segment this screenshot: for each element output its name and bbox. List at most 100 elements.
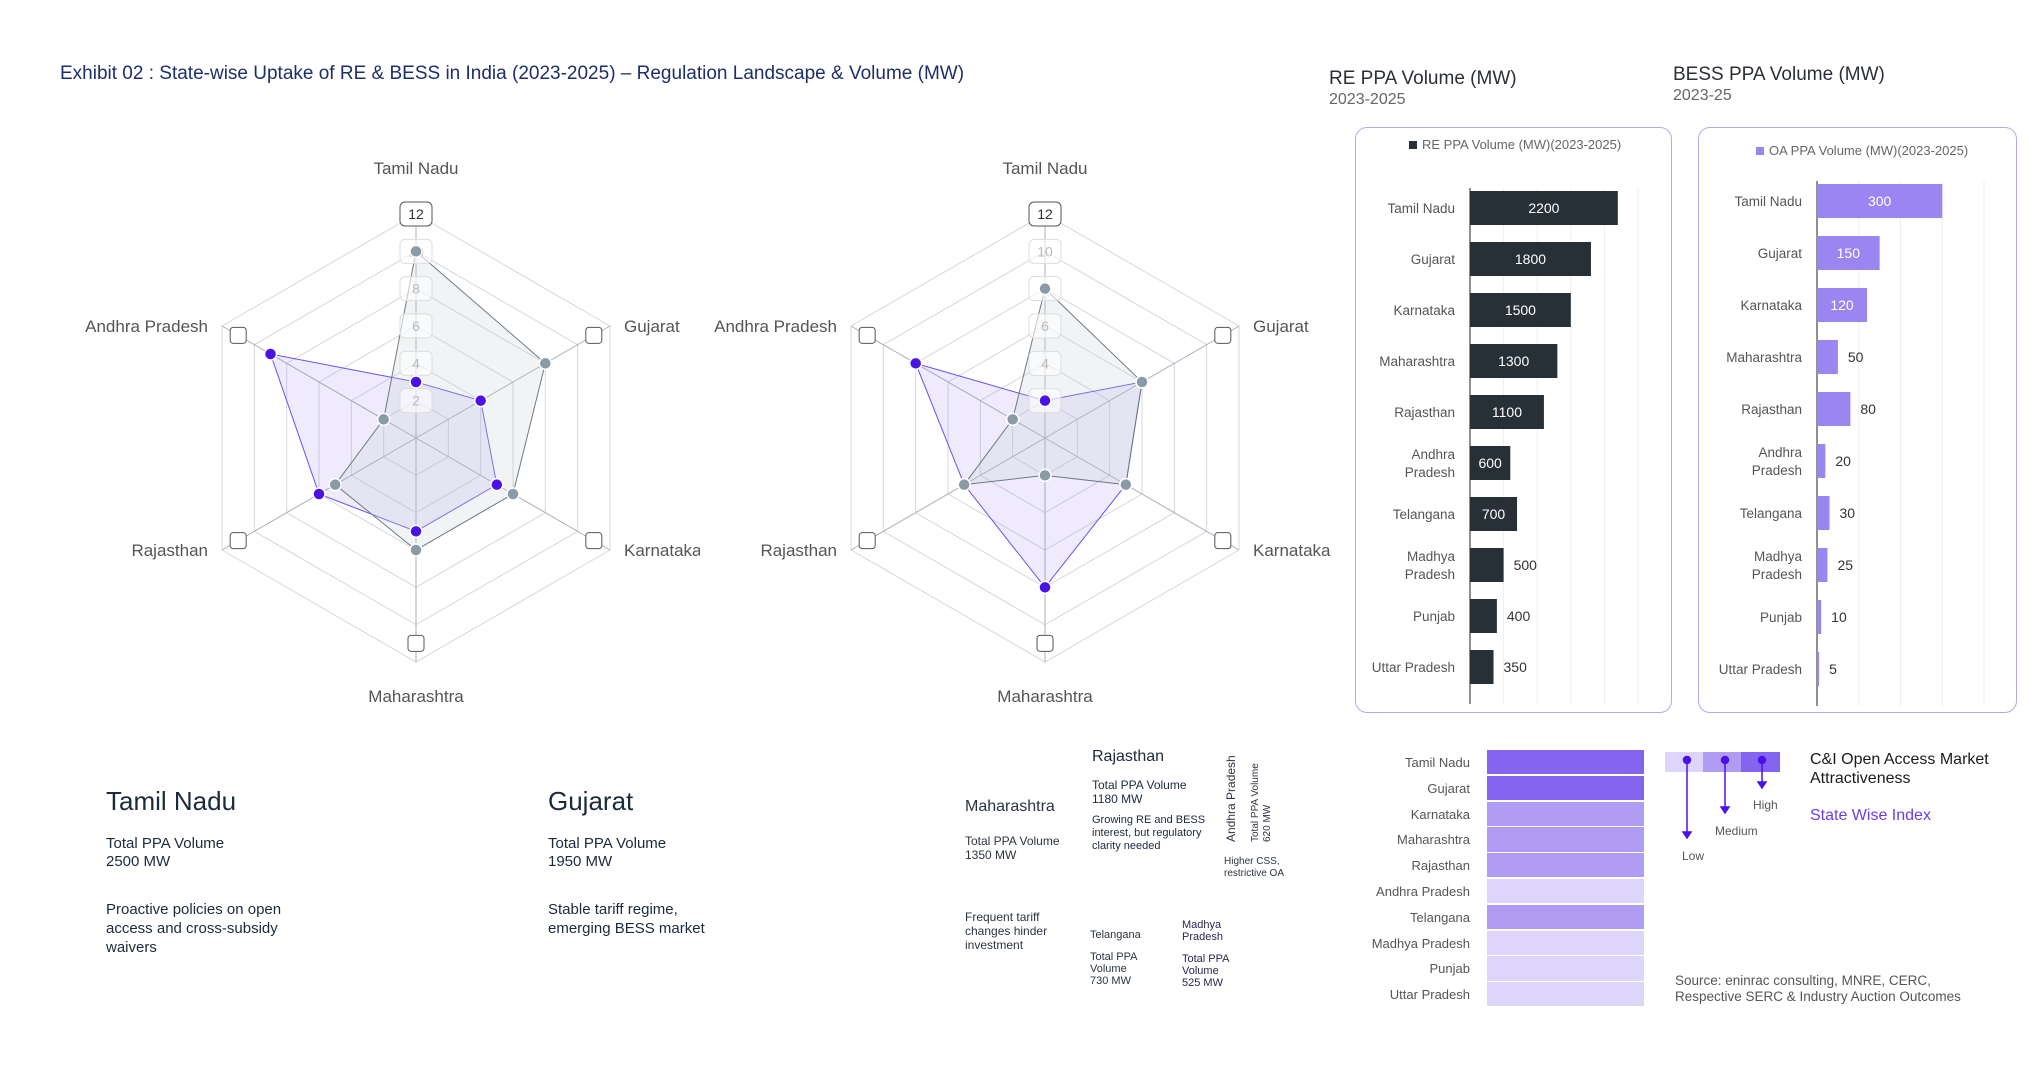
data-point-gujarat bbox=[473, 393, 488, 408]
heatmap-label-tamil-nadu: Tamil Nadu bbox=[1404, 755, 1470, 770]
tile-value: 1950 MW bbox=[548, 853, 613, 870]
category-label-gujarat: Gujarat bbox=[1758, 246, 1803, 261]
tile-label: Total PPA Volume bbox=[1090, 951, 1137, 975]
data-point-maharashtra bbox=[409, 543, 423, 557]
bar-punjab bbox=[1470, 599, 1497, 633]
exhibit-title: Exhibit 02 : State-wise Uptake of RE & B… bbox=[60, 63, 965, 84]
tile-label: Total PPA Volume bbox=[784, 835, 903, 852]
category-label-maharashtra: Maharashtra bbox=[1379, 354, 1455, 369]
tile-value: 525 MW bbox=[1182, 977, 1223, 989]
heatmap-label-karnataka: Karnataka bbox=[1410, 806, 1470, 822]
bar-punjab bbox=[1817, 600, 1822, 634]
re-bar-chart: RE PPA Volume (MW)(2023-2025) 2200 Tamil N… bbox=[1372, 137, 1639, 704]
data-label-rajasthan: 1100 bbox=[1492, 404, 1522, 420]
category-label-karnataka: Karnataka bbox=[1740, 298, 1802, 313]
tile-name: Rajasthan bbox=[1092, 748, 1165, 765]
data-label-madhya-pradesh: 25 bbox=[1837, 557, 1853, 573]
data-point-tamil-nadu bbox=[409, 375, 423, 389]
source-note: Source: eninrac consulting, MNRE, CERC, … bbox=[1675, 973, 1961, 1004]
heatmap-cell-rajasthan bbox=[1487, 853, 1644, 878]
bar-uttar-pradesh bbox=[1817, 652, 1820, 686]
data-label-telangana: 30 bbox=[1840, 505, 1856, 521]
bar-uttar-pradesh bbox=[1470, 650, 1494, 684]
data-point-gujarat bbox=[538, 356, 553, 371]
tile-value: 410 MW bbox=[1250, 941, 1284, 951]
tile-note: Frequent tariff changes hinder investmen… bbox=[965, 910, 1048, 952]
tile-label: Total PPA Volume bbox=[548, 835, 667, 852]
category-label-madhya-pradesh: Madhya Pradesh bbox=[1405, 549, 1456, 582]
tick-label: 8 bbox=[412, 281, 420, 297]
legend-label: RE PPA Volume (MW)(2023-2025) bbox=[1422, 137, 1621, 152]
bess-bar-subtitle: 2023-25 bbox=[1673, 87, 1732, 104]
heatmap-cell-maharashtra bbox=[1487, 827, 1644, 852]
tile-name: Telangana bbox=[1090, 929, 1141, 941]
arrow-down-icon bbox=[1719, 806, 1731, 815]
category-label-rajasthan: Rajasthan bbox=[1394, 405, 1455, 420]
tile-label: Total PPA Volume bbox=[965, 834, 1060, 848]
data-label-karnataka: 1500 bbox=[1505, 302, 1536, 318]
treemap-tile-karnataka: Karnataka Total PPA Volume 1720 MW Progr… bbox=[760, 738, 951, 1012]
data-point-rajasthan bbox=[957, 477, 971, 492]
arrow-down-icon bbox=[1756, 781, 1768, 790]
category-label-gujarat: Gujarat bbox=[1411, 252, 1456, 267]
heatmap-cell-madhya-pradesh bbox=[1487, 930, 1644, 955]
category-label-uttar-pradesh: Uttar Pradesh bbox=[1719, 662, 1802, 677]
data-point-karnataka bbox=[490, 477, 504, 492]
data-point-andhra-pradesh bbox=[908, 356, 923, 371]
heatmap-cell-gujarat bbox=[1487, 775, 1644, 801]
tick-box bbox=[1028, 201, 1062, 227]
tile-name: Madhya Pradesh bbox=[1182, 919, 1223, 943]
tick-label: 2 bbox=[412, 393, 420, 409]
axis-label-andhra-pradesh: Andhra Pradesh bbox=[85, 317, 208, 336]
data-label-punjab: 10 bbox=[1831, 609, 1847, 625]
bar-andhra-pradesh bbox=[1470, 446, 1511, 480]
category-label-karnataka: Karnataka bbox=[1393, 303, 1455, 318]
bar-telangana bbox=[1817, 496, 1830, 530]
axis-label-karnataka: Karnataka bbox=[624, 541, 700, 560]
heatmap-cell-karnataka bbox=[1487, 801, 1644, 826]
axis-label-karnataka: Karnataka bbox=[1253, 541, 1331, 560]
data-label-maharashtra: 1300 bbox=[1498, 353, 1529, 369]
data-label-telangana: 700 bbox=[1482, 506, 1506, 522]
bess-radar-chart: BESS Barriers ScoreBESS PPA Activies Sco… bbox=[714, 159, 1331, 706]
bar-gujarat bbox=[1470, 242, 1591, 276]
axis-marker-box bbox=[858, 532, 876, 550]
bar-karnataka bbox=[1817, 288, 1868, 322]
tick-box bbox=[399, 201, 433, 227]
axis-label-rajasthan: Rajasthan bbox=[131, 541, 208, 560]
tile-note: Higher CSS, restrictive OA bbox=[1224, 856, 1285, 879]
axis-label-andhra-pradesh: Andhra Pradesh bbox=[714, 317, 837, 336]
data-point-rajasthan bbox=[328, 477, 342, 492]
bar-maharashtra bbox=[1470, 344, 1558, 378]
heatmap-cell-tamil-nadu bbox=[1487, 750, 1644, 775]
axis-label-maharashtra: Maharashtra bbox=[997, 687, 1093, 706]
tile-value: 355 MW bbox=[1250, 990, 1284, 1000]
tick-box bbox=[1028, 238, 1062, 264]
tile-value: 730 MW bbox=[1090, 975, 1131, 987]
category-label-punjab: Punjab bbox=[1413, 609, 1455, 624]
axis-label-tamil-nadu: Tamil Nadu bbox=[1002, 159, 1087, 178]
legend-medium-label: Medium bbox=[1715, 824, 1758, 838]
re-radar-chart: RE Barriers ScoreRE PPA Activies Score24… bbox=[85, 159, 700, 706]
axis-marker-box bbox=[1214, 326, 1232, 344]
re-bar-title: RE PPA Volume (MW) bbox=[1329, 68, 1517, 89]
data-point-tamil-nadu bbox=[1038, 393, 1052, 408]
tick-box bbox=[1028, 350, 1062, 376]
tick-label: 10 bbox=[1037, 243, 1053, 259]
axis-marker-box bbox=[407, 634, 425, 652]
tile-label: Total PPA Volume bbox=[1182, 953, 1229, 977]
data-point-karnataka bbox=[1119, 477, 1133, 492]
attractiveness-heatmap: Tamil Nadu Gujarat Karnataka Maharashtra Raj… bbox=[1300, 750, 1660, 1010]
data-label-gujarat: 150 bbox=[1837, 245, 1861, 261]
axis-line bbox=[1044, 437, 1240, 551]
tile-name: Gujarat bbox=[548, 786, 634, 816]
tick-label: 4 bbox=[412, 355, 420, 371]
tile-note: Proactive policies on open access and cr… bbox=[106, 901, 282, 956]
data-point-maharashtra bbox=[1038, 468, 1052, 483]
tile-name: Tamil Nadu bbox=[106, 786, 237, 816]
tick-box bbox=[399, 276, 433, 302]
ppa-volume-treemap: Tamil Nadu Total PPA Volume 2500 MW Proa… bbox=[44, 738, 1301, 1012]
bar-telangana bbox=[1470, 497, 1518, 531]
tile-label: Total PPA Volume bbox=[1250, 921, 1289, 941]
tile-label: Total PPA Volume bbox=[1250, 763, 1261, 842]
